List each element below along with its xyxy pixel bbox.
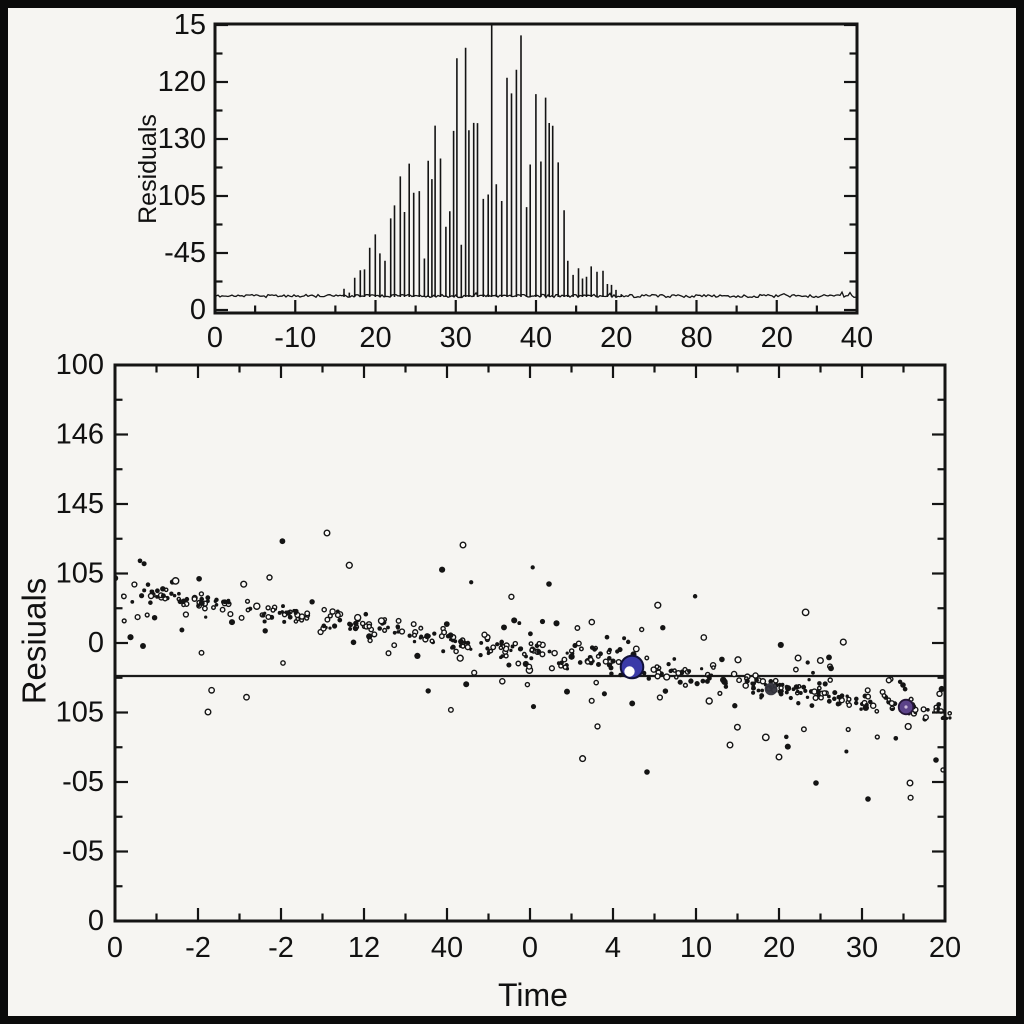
- tick-label: 20: [763, 932, 795, 964]
- tick-label: 0: [88, 627, 104, 659]
- tick-label: -45: [164, 237, 206, 269]
- tick-label: 0: [522, 932, 538, 964]
- tick-label: 0: [88, 905, 104, 937]
- tick-label: 40: [841, 322, 873, 354]
- tick-label: 10: [680, 932, 712, 964]
- tick-label: 105: [56, 697, 104, 729]
- tick-label: 12: [348, 932, 380, 964]
- spike-burst: [343, 25, 623, 297]
- tick-label: 20: [929, 932, 961, 964]
- top-panel-signal: [215, 25, 857, 299]
- bottom-plot-area: [113, 363, 947, 923]
- tick-label: -05: [62, 766, 104, 798]
- tick-label: 15: [174, 9, 206, 41]
- blue-ring-hole: [624, 666, 635, 677]
- tick-label: -10: [274, 322, 316, 354]
- tick-label: 40: [431, 932, 463, 964]
- tick-label: -2: [185, 932, 211, 964]
- bottom-y-axis-title: Resiuals: [16, 578, 53, 705]
- tick-label: 0: [207, 322, 223, 354]
- top-plot-area: [213, 22, 859, 315]
- tick-label: 20: [359, 322, 391, 354]
- tick-label: 130: [158, 123, 206, 155]
- tick-label: 120: [158, 66, 206, 98]
- tick-label: 4: [605, 932, 621, 964]
- top-y-axis-title: Residuals: [134, 114, 162, 224]
- tick-label: 20: [761, 322, 793, 354]
- tick-label: -2: [268, 932, 294, 964]
- tick-label: 40: [520, 322, 552, 354]
- tick-label: -05: [62, 836, 104, 868]
- tick-label: 145: [56, 488, 104, 520]
- dark-blob-marker: [764, 682, 778, 696]
- tick-label: 20: [600, 322, 632, 354]
- highlighted-markers: [619, 654, 915, 716]
- tick-label: 0: [107, 932, 123, 964]
- tick-label: 105: [56, 558, 104, 590]
- x-axis-title: Time: [498, 977, 568, 1013]
- tick-label: 30: [440, 322, 472, 354]
- tick-label: 105: [158, 180, 206, 212]
- tick-label: 30: [846, 932, 878, 964]
- tick-label: 146: [56, 419, 104, 451]
- tick-label: 0: [190, 294, 206, 326]
- tick-label: 80: [680, 322, 712, 354]
- tick-label: 100: [56, 349, 104, 381]
- purple-dot-center: [904, 705, 908, 709]
